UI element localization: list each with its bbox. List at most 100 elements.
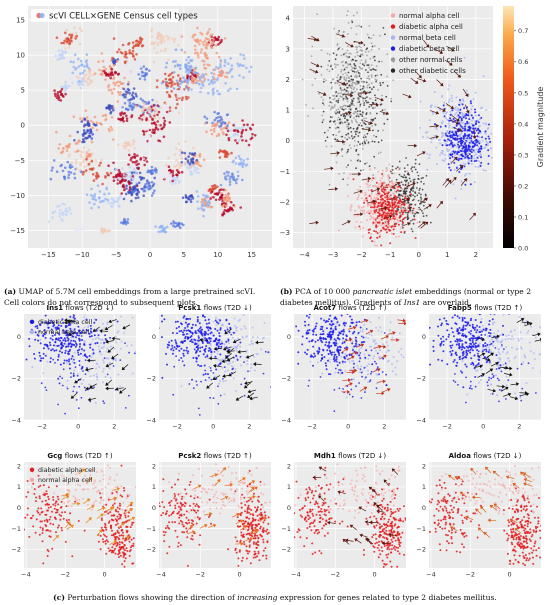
- data-point: [380, 203, 383, 206]
- data-point: [345, 166, 348, 169]
- data-point: [350, 19, 353, 22]
- data-point: [171, 75, 175, 79]
- data-point: [58, 54, 61, 58]
- data-point: [172, 105, 176, 108]
- data-point: [393, 172, 396, 175]
- umap-cluster: [107, 76, 130, 103]
- data-point: [83, 123, 87, 126]
- data-point: [63, 39, 66, 43]
- data-point: [210, 71, 213, 75]
- data-point: [157, 116, 161, 120]
- data-point: [131, 108, 134, 112]
- data-point: [373, 134, 375, 137]
- data-point: [172, 87, 176, 90]
- data-point: [191, 153, 194, 156]
- arrow-head: [380, 97, 384, 102]
- data-point: [64, 207, 68, 210]
- data-point: [59, 164, 62, 168]
- data-point: [452, 118, 455, 120]
- data-point: [310, 55, 313, 57]
- data-point: [397, 208, 400, 211]
- flow-arrow: [436, 79, 442, 85]
- data-point: [468, 141, 471, 144]
- data-point: [60, 217, 63, 221]
- data-point: [365, 139, 368, 142]
- data-point: [418, 189, 421, 192]
- data-point: [110, 71, 113, 75]
- data-point: [190, 80, 194, 84]
- data-point: [476, 135, 479, 138]
- data-point: [409, 207, 412, 210]
- arrow-head: [359, 189, 363, 194]
- data-point: [140, 74, 144, 78]
- y-tick-label: −4: [11, 416, 21, 424]
- data-point: [375, 181, 378, 184]
- data-point: [41, 321, 44, 324]
- data-point: [352, 14, 355, 17]
- data-point: [64, 80, 67, 84]
- data-point: [102, 345, 105, 348]
- data-point: [215, 65, 218, 69]
- data-point: [97, 196, 101, 200]
- data-point: [375, 185, 378, 188]
- x-tick-label: −2: [356, 251, 366, 259]
- data-point: [356, 101, 359, 104]
- data-point: [312, 107, 314, 110]
- data-point: [462, 136, 465, 139]
- data-point: [348, 105, 350, 108]
- data-point: [121, 43, 125, 47]
- data-point: [150, 103, 154, 106]
- data-point: [420, 193, 422, 196]
- data-point: [334, 58, 337, 61]
- data-point: [78, 329, 81, 332]
- data-point: [450, 97, 453, 100]
- data-point: [387, 228, 390, 231]
- data-point: [363, 102, 366, 104]
- data-point: [474, 108, 476, 111]
- data-point: [165, 174, 169, 178]
- data-point: [358, 24, 360, 27]
- data-point: [364, 97, 366, 100]
- data-point: [180, 170, 184, 174]
- data-point: [179, 82, 182, 85]
- data-point: [330, 107, 333, 110]
- data-point: [220, 38, 223, 42]
- data-point: [387, 222, 390, 225]
- arrow-head: [421, 221, 426, 225]
- data-point: [391, 204, 394, 207]
- data-point: [447, 88, 450, 91]
- data-point: [445, 112, 448, 115]
- series-diabetic-beta-cell: [25, 314, 119, 380]
- data-point: [443, 160, 446, 162]
- arrow-head: [457, 74, 462, 78]
- data-point: [367, 71, 369, 74]
- data-point: [354, 111, 357, 114]
- data-point: [81, 349, 84, 352]
- data-point: [241, 178, 244, 182]
- data-point: [359, 55, 362, 58]
- data-point: [484, 146, 487, 149]
- data-point: [375, 79, 378, 81]
- colorbar-tick-label: 0.6: [518, 58, 528, 66]
- data-point: [335, 95, 338, 98]
- data-point: [211, 184, 214, 188]
- data-point: [373, 240, 376, 243]
- data-point: [91, 197, 94, 201]
- data-point: [335, 54, 338, 56]
- colorbar-tick-label: 0.3: [518, 151, 528, 159]
- data-point: [343, 104, 345, 107]
- umap-cluster: [231, 154, 249, 174]
- data-point: [82, 77, 85, 81]
- data-point: [141, 129, 145, 133]
- data-point: [78, 42, 82, 46]
- data-point: [338, 173, 341, 175]
- data-point: [461, 113, 464, 116]
- flow-arrow: [317, 91, 325, 95]
- legend-marker: [390, 57, 396, 62]
- data-point: [354, 59, 357, 62]
- data-point: [120, 192, 123, 195]
- data-point: [140, 187, 144, 191]
- x-tick-label: −2: [37, 423, 47, 431]
- data-point: [477, 150, 480, 153]
